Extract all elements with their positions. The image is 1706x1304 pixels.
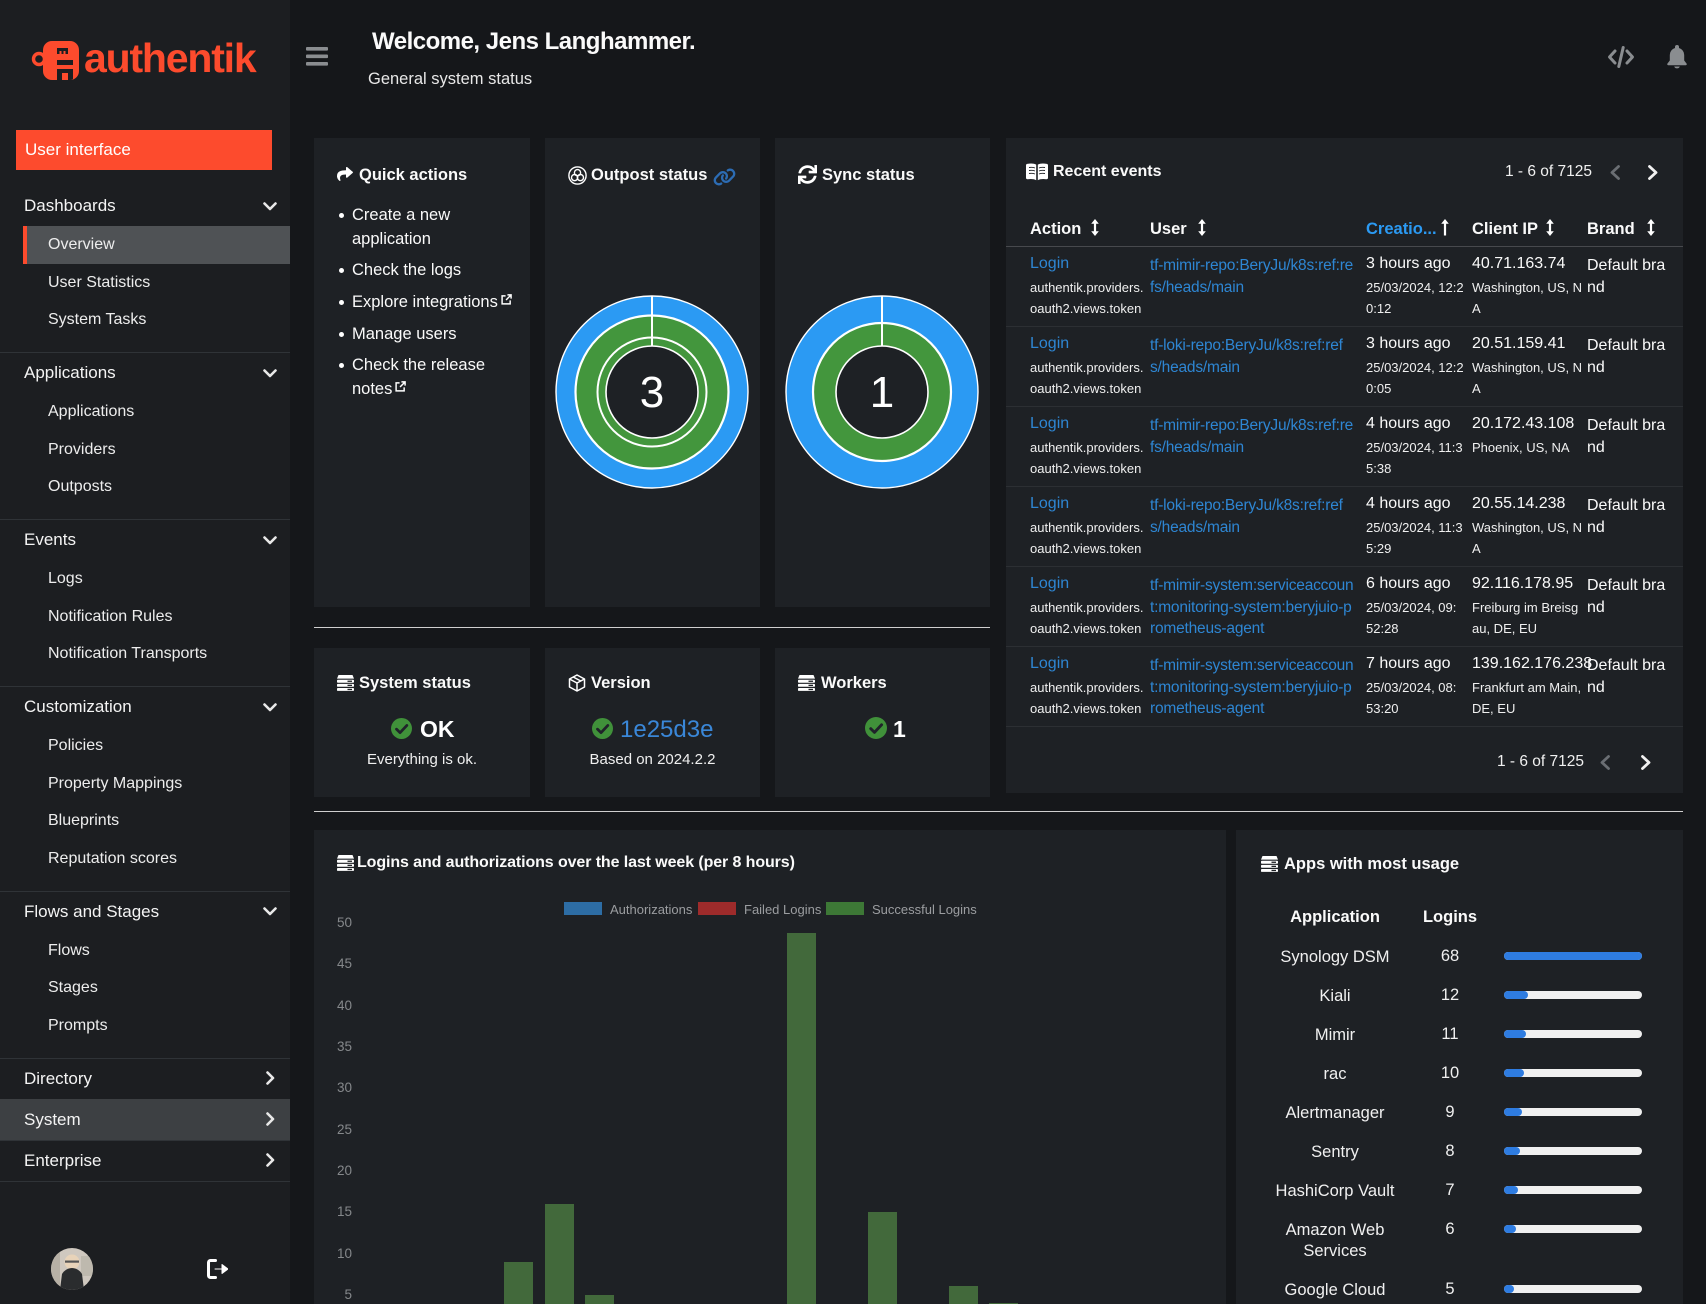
svg-text:authentik: authentik [84, 36, 257, 80]
